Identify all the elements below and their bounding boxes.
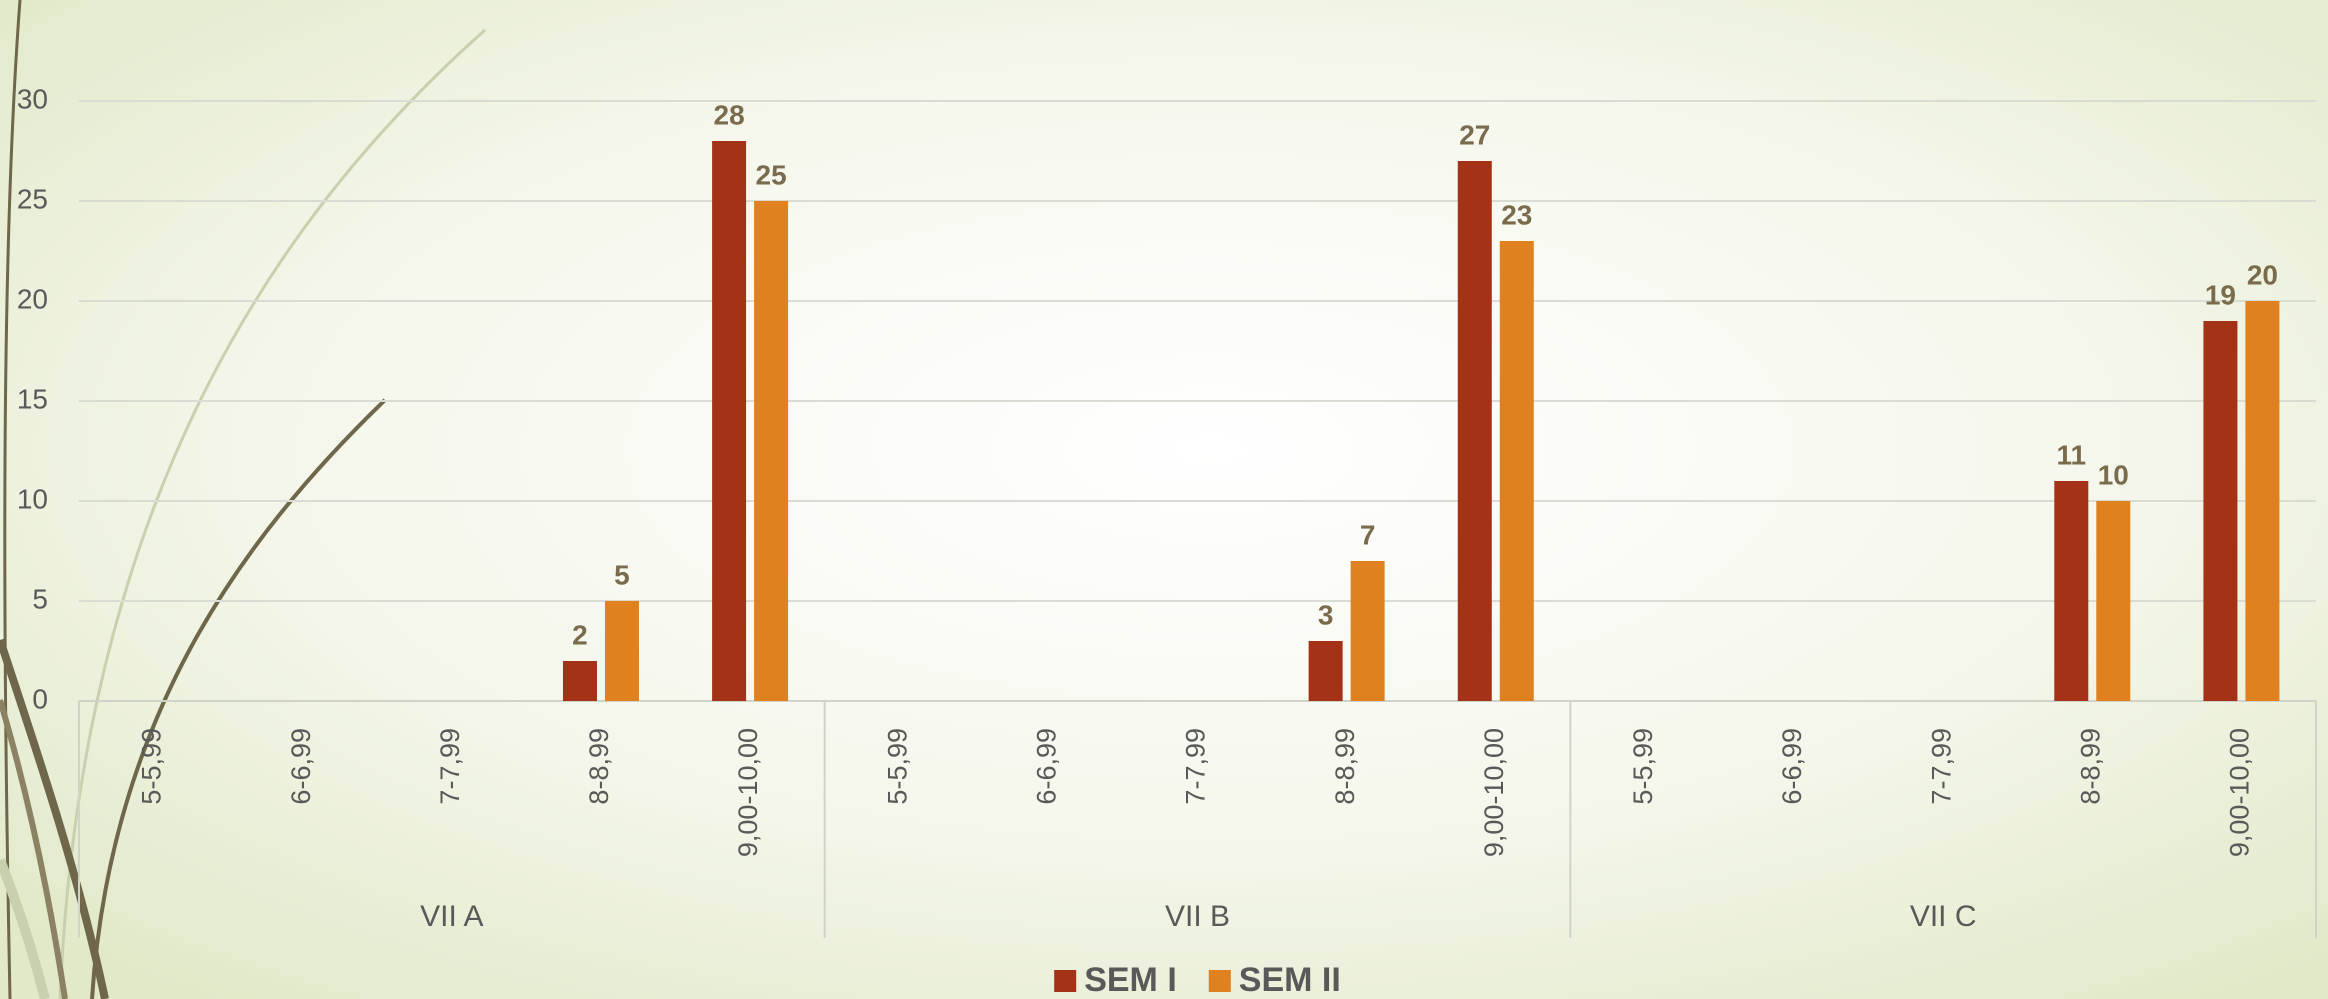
y-tick-label: 30 (17, 83, 48, 114)
data-label: 27 (1459, 119, 1490, 150)
y-tick-label: 20 (17, 283, 48, 314)
bar (563, 661, 597, 701)
group-label: VII B (1165, 900, 1230, 933)
x-tick-label: 6-6,99 (1031, 728, 1061, 805)
x-tick-label: 9,00-10,00 (733, 728, 763, 857)
page: 051015202530VII AVII BVII C5-5,996-6,997… (0, 0, 2328, 999)
bar (754, 201, 788, 701)
legend-label: SEM II (1239, 961, 1341, 999)
data-label: 3 (1318, 599, 1334, 630)
data-label: 2 (572, 619, 588, 650)
x-tick-label: 7-7,99 (435, 728, 465, 805)
bar (1458, 161, 1492, 701)
y-tick-label: 0 (32, 683, 48, 714)
bar (2203, 321, 2237, 701)
bar (1351, 561, 1385, 701)
y-tick-label: 15 (17, 383, 48, 414)
x-tick-label: 5-5,99 (1628, 728, 1658, 805)
x-tick-label: 8-8,99 (2075, 728, 2105, 805)
y-tick-label: 5 (32, 583, 48, 614)
data-label: 20 (2247, 259, 2278, 290)
y-tick-label: 10 (17, 483, 48, 514)
data-label: 19 (2205, 279, 2236, 310)
data-label: 23 (1501, 199, 1532, 230)
bar (2245, 301, 2279, 701)
bar (1500, 241, 1534, 701)
data-label: 5 (614, 559, 630, 590)
bar (2054, 481, 2088, 701)
legend-swatch (1209, 970, 1231, 992)
data-label: 28 (714, 99, 745, 130)
data-label: 7 (1360, 519, 1376, 550)
bar (2096, 501, 2130, 701)
x-tick-label: 5-5,99 (137, 728, 167, 805)
x-tick-label: 7-7,99 (1181, 728, 1211, 805)
chart: 051015202530VII AVII BVII C5-5,996-6,997… (0, 0, 2328, 999)
x-tick-label: 8-8,99 (584, 728, 614, 805)
bar (712, 141, 746, 701)
x-tick-label: 9,00-10,00 (1479, 728, 1509, 857)
legend-swatch (1054, 970, 1076, 992)
group-label: VII C (1910, 900, 1977, 933)
x-tick-label: 5-5,99 (882, 728, 912, 805)
legend-label: SEM I (1084, 961, 1177, 999)
bar (605, 601, 639, 701)
x-tick-label: 7-7,99 (1926, 728, 1956, 805)
data-label: 10 (2098, 459, 2129, 490)
x-tick-label: 6-6,99 (286, 728, 316, 805)
data-label: 11 (2056, 439, 2086, 470)
x-tick-label: 9,00-10,00 (2225, 728, 2255, 857)
x-tick-label: 6-6,99 (1777, 728, 1807, 805)
data-label: 25 (756, 159, 787, 190)
background (0, 0, 2328, 999)
group-label: VII A (420, 900, 483, 933)
bar (1309, 641, 1343, 701)
x-tick-label: 8-8,99 (1330, 728, 1360, 805)
y-tick-label: 25 (17, 183, 48, 214)
